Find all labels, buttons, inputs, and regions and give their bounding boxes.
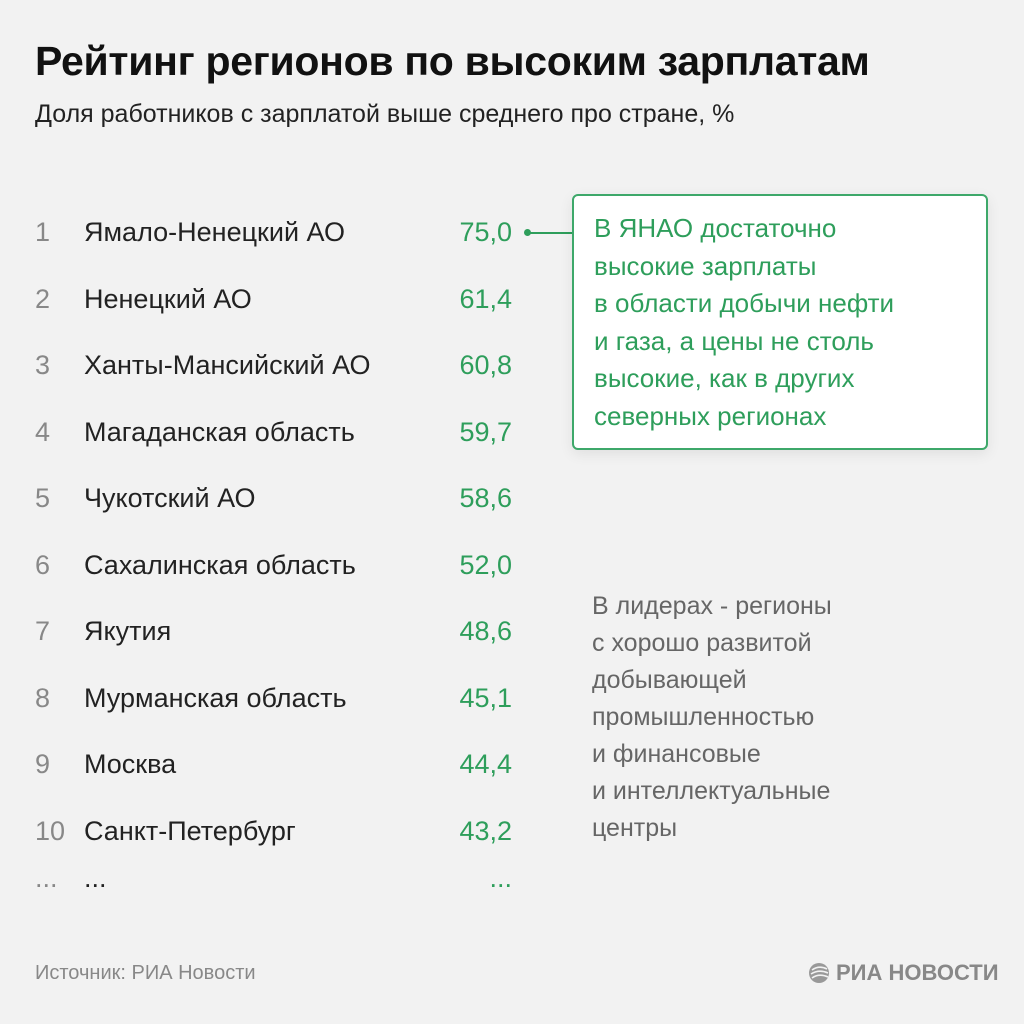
value-cell: 52,0 <box>459 550 512 580</box>
value-cell: ... <box>489 863 512 893</box>
region-cell: Якутия <box>84 616 172 646</box>
value-cell: 59,7 <box>459 417 512 447</box>
side-note-line: с хорошо развитой <box>592 629 812 657</box>
ria-logo: РИА НОВОСТИ <box>808 960 999 986</box>
region-cell: Ханты-Мансийский АО <box>84 350 371 380</box>
region-cell: Магаданская область <box>84 417 355 447</box>
rank-cell: 4 <box>35 417 51 447</box>
value-cell: 60,8 <box>459 350 512 380</box>
table-row: 9 Москва 44,4 <box>0 744 530 784</box>
region-cell: Ненецкий АО <box>84 284 252 314</box>
callout-line: и газа, а цены не столь <box>594 325 874 356</box>
table-row: 4 Магаданская область 59,7 <box>0 412 530 452</box>
table-row: 2 Ненецкий АО 61,4 <box>0 279 530 319</box>
rank-cell: 7 <box>35 616 51 646</box>
region-cell: Чукотский АО <box>84 483 256 513</box>
table-row: 10 Санкт-Петербург 43,2 <box>0 811 530 851</box>
value-cell: 58,6 <box>459 483 512 513</box>
table-row: 3 Ханты-Мансийский АО 60,8 <box>0 345 530 385</box>
rank-cell: ... <box>35 863 58 893</box>
rank-cell: 3 <box>35 350 51 380</box>
callout-line: высокие зарплаты <box>594 250 817 281</box>
value-cell: 44,4 <box>459 749 512 779</box>
value-cell: 61,4 <box>459 284 512 314</box>
rank-cell: 6 <box>35 550 51 580</box>
callout-line: в области добычи нефти <box>594 288 895 318</box>
rank-cell: 1 <box>35 217 51 247</box>
table-row: 1 Ямало-Ненецкий АО 75,0 <box>0 212 530 252</box>
callout-line: высокие, как в других <box>594 363 855 393</box>
connector-line <box>530 232 573 234</box>
source-note: Источник: РИА Новости <box>35 962 256 984</box>
rank-cell: 8 <box>35 683 51 713</box>
rank-cell: 5 <box>35 483 51 513</box>
rank-cell: 2 <box>35 284 51 314</box>
side-note-line: центры <box>592 814 678 842</box>
globe-icon <box>809 963 829 983</box>
table-row: ......... <box>0 858 530 898</box>
side-note-line: и финансовые <box>592 740 761 768</box>
callout-line: В ЯНАО достаточно <box>594 213 837 243</box>
region-cell: Ямало-Ненецкий АО <box>84 217 345 247</box>
callout-line: северных регионах <box>594 400 827 431</box>
side-note-line: добывающей <box>592 666 747 694</box>
value-cell: 45,1 <box>459 683 512 713</box>
region-cell: Москва <box>84 749 177 779</box>
rank-cell: 9 <box>35 749 51 779</box>
connector-dot <box>524 229 531 236</box>
side-note-line: В лидерах - регионы <box>592 592 832 620</box>
value-cell: 75,0 <box>459 217 512 247</box>
table-row: 7 Якутия 48,6 <box>0 611 530 651</box>
side-note: В лидерах - регионы с хорошо развитой до… <box>592 588 832 847</box>
region-cell: Мурманская область <box>84 683 347 713</box>
side-note-line: и интеллектуальные <box>592 777 831 805</box>
rank-cell: 10 <box>35 816 66 846</box>
logo-text: РИА НОВОСТИ <box>836 960 999 985</box>
region-cell: Сахалинская область <box>84 550 356 580</box>
subtitle: Доля работников с зарплатой выше среднег… <box>35 100 735 128</box>
page-title: Рейтинг регионов по высоким зарплатам <box>35 38 870 84</box>
side-note-line: промышленностью <box>592 703 815 731</box>
value-cell: 43,2 <box>459 816 512 846</box>
callout-box: В ЯНАО достаточно высокие зарплаты в обл… <box>572 194 988 450</box>
region-cell: Санкт-Петербург <box>84 816 296 846</box>
table-row: 6 Сахалинская область 52,0 <box>0 545 530 585</box>
table-row: 5 Чукотский АО 58,6 <box>0 478 530 518</box>
table-row: 8 Мурманская область 45,1 <box>0 678 530 718</box>
value-cell: 48,6 <box>459 616 512 646</box>
region-cell: ... <box>84 863 107 893</box>
